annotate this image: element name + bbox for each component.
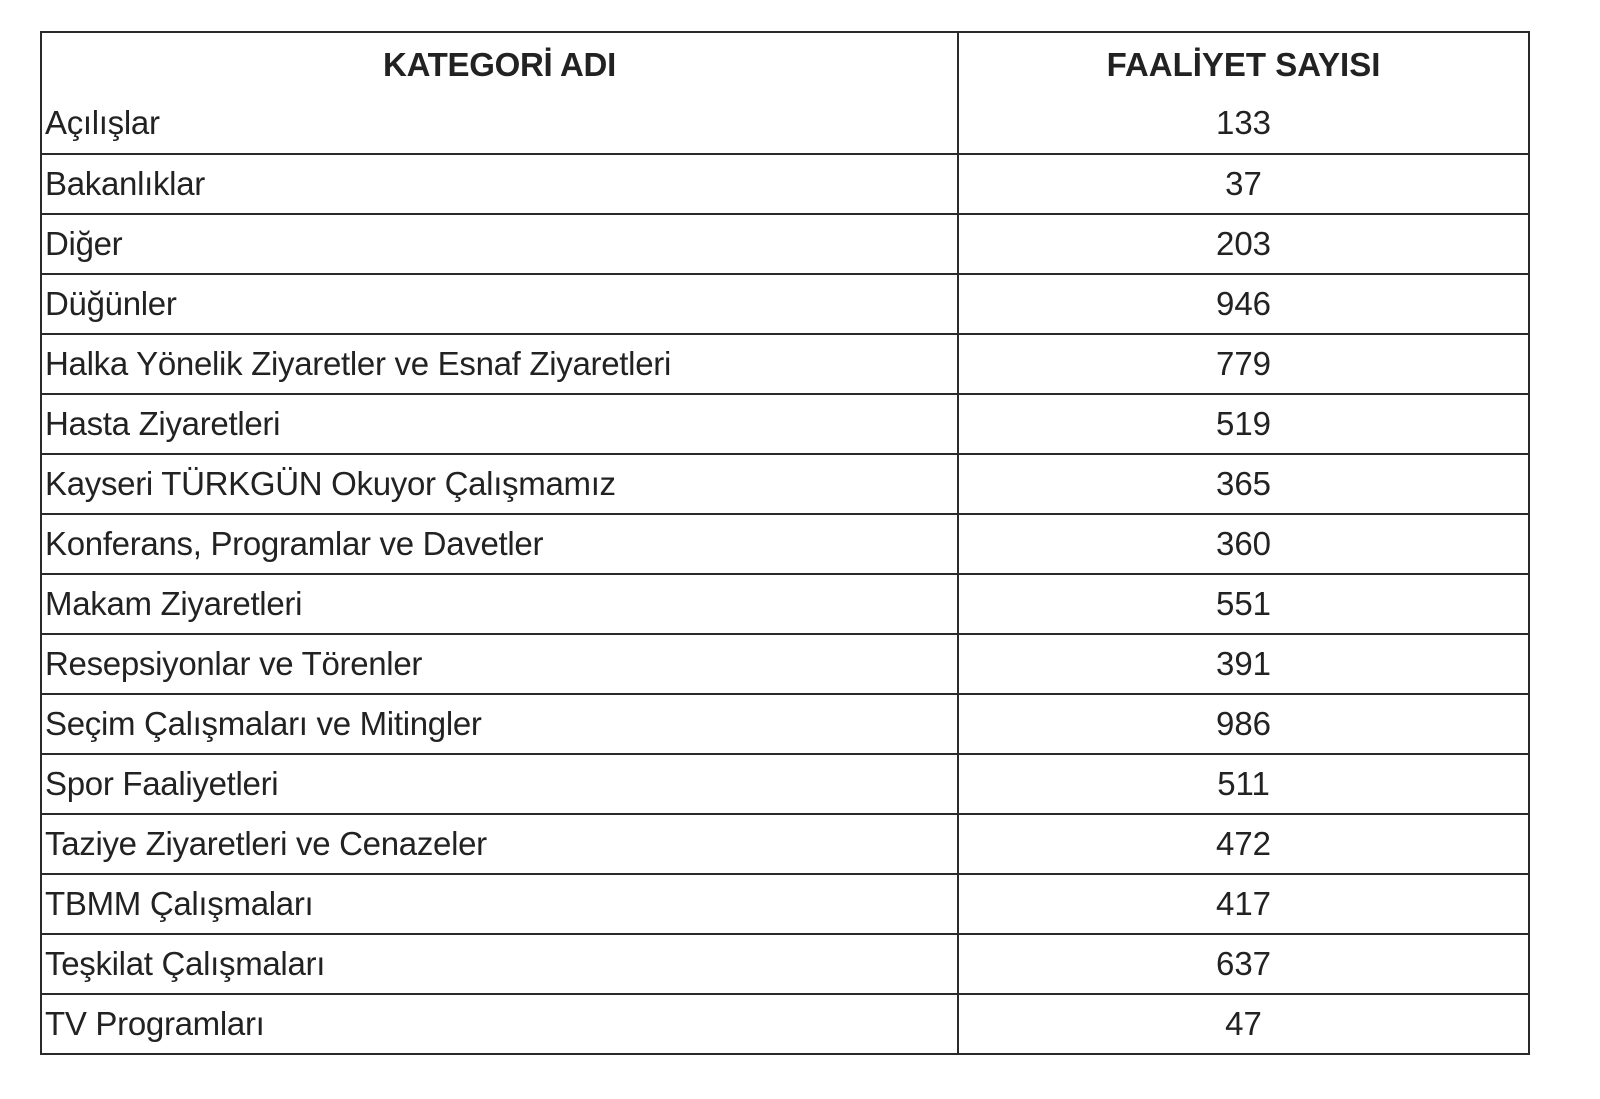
category-cell: Taziye Ziyaretleri ve Cenazeler bbox=[42, 815, 959, 873]
count-cell: 47 bbox=[1225, 1005, 1262, 1042]
category-cell: Açılışlar bbox=[42, 93, 959, 153]
category-cell: Halka Yönelik Ziyaretler ve Esnaf Ziyare… bbox=[42, 335, 959, 393]
category-cell: Teşkilat Çalışmaları bbox=[42, 935, 959, 993]
count-cell: 133 bbox=[1215, 104, 1272, 141]
count-cell: 37 bbox=[1225, 165, 1262, 202]
table-header: KATEGORİ ADI FAALİYET SAYISI bbox=[42, 33, 1528, 93]
table-row: Diğer 203 bbox=[42, 213, 1528, 273]
table-row: TV Programları 47 bbox=[42, 993, 1528, 1053]
count-cell: 511 bbox=[1217, 765, 1270, 802]
count-cell: 779 bbox=[1215, 345, 1272, 382]
table-row: Taziye Ziyaretleri ve Cenazeler 472 bbox=[42, 813, 1528, 873]
header-activity-count: FAALİYET SAYISI bbox=[1106, 46, 1381, 83]
category-cell: Spor Faaliyetleri bbox=[42, 755, 959, 813]
count-cell: 519 bbox=[1215, 405, 1272, 442]
table-row: Makam Ziyaretleri 551 bbox=[42, 573, 1528, 633]
category-cell: TBMM Çalışmaları bbox=[42, 875, 959, 933]
table-row: Konferans, Programlar ve Davetler 360 bbox=[42, 513, 1528, 573]
count-cell: 391 bbox=[1215, 645, 1272, 682]
count-cell: 946 bbox=[1215, 285, 1272, 322]
count-cell: 637 bbox=[1215, 945, 1272, 982]
count-cell: 417 bbox=[1215, 885, 1272, 922]
count-cell: 203 bbox=[1215, 225, 1272, 262]
category-cell: TV Programları bbox=[42, 995, 959, 1053]
category-cell: Makam Ziyaretleri bbox=[42, 575, 959, 633]
activity-table: KATEGORİ ADI FAALİYET SAYISI Açılışlar 13… bbox=[40, 31, 1530, 1055]
category-cell: Resepsiyonlar ve Törenler bbox=[42, 635, 959, 693]
table-row: Resepsiyonlar ve Törenler 391 bbox=[42, 633, 1528, 693]
table-row: Teşkilat Çalışmaları 637 bbox=[42, 933, 1528, 993]
category-cell: Diğer bbox=[42, 215, 959, 273]
table-body: Açılışlar 133 Bakanlıklar 37 Diğer 203 Düğünle… bbox=[42, 93, 1528, 1053]
table-row: Halka Yönelik Ziyaretler ve Esnaf Ziyare… bbox=[42, 333, 1528, 393]
count-cell: 472 bbox=[1215, 825, 1272, 862]
table-row: Spor Faaliyetleri 511 bbox=[42, 753, 1528, 813]
count-cell: 360 bbox=[1215, 525, 1272, 562]
table-row: Seçim Çalışmaları ve Mitingler 986 bbox=[42, 693, 1528, 753]
table-row: Açılışlar 133 bbox=[42, 93, 1528, 153]
table-row: Hasta Ziyaretleri 519 bbox=[42, 393, 1528, 453]
category-cell: Seçim Çalışmaları ve Mitingler bbox=[42, 695, 959, 753]
category-cell: Kayseri TÜRKGÜN Okuyor Çalışmamız bbox=[42, 455, 959, 513]
table-row: Bakanlıklar 37 bbox=[42, 153, 1528, 213]
header-category-name: KATEGORİ ADI bbox=[42, 33, 959, 93]
category-cell: Düğünler bbox=[42, 275, 959, 333]
count-cell: 986 bbox=[1215, 705, 1272, 742]
count-cell: 365 bbox=[1215, 465, 1272, 502]
count-cell: 551 bbox=[1215, 585, 1272, 622]
category-cell: Konferans, Programlar ve Davetler bbox=[42, 515, 959, 573]
table-row: Düğünler 946 bbox=[42, 273, 1528, 333]
category-cell: Bakanlıklar bbox=[42, 155, 959, 213]
table-row: TBMM Çalışmaları 417 bbox=[42, 873, 1528, 933]
category-cell: Hasta Ziyaretleri bbox=[42, 395, 959, 453]
table-row: Kayseri TÜRKGÜN Okuyor Çalışmamız 365 bbox=[42, 453, 1528, 513]
